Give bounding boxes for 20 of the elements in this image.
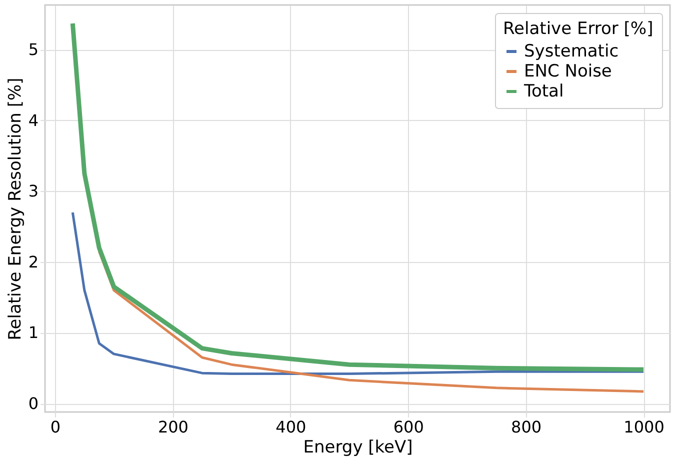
legend-title: Relative Error [%] <box>503 19 654 39</box>
legend-label: Total <box>523 82 564 102</box>
x-tick-label: 800 <box>511 418 542 436</box>
y-axis-title: Relative Energy Resolution [%] <box>5 78 26 340</box>
legend-label: Systematic <box>524 42 619 62</box>
x-tick-label: 400 <box>276 418 306 436</box>
x-tick-label: 0 <box>50 418 61 436</box>
legend-label: ENC Noise <box>524 62 612 82</box>
y-tick-label: 0 <box>28 394 38 414</box>
x-tick-label: 200 <box>158 418 188 436</box>
y-tick-label: 2 <box>28 252 38 272</box>
line-series <box>71 211 645 376</box>
y-tick-label: 3 <box>28 182 38 201</box>
y-tick-label: 4 <box>28 110 38 130</box>
y-tick-label: 5 <box>28 40 38 60</box>
x-axis-title: Energy [keV] <box>303 438 413 458</box>
x-tick-label: 1000 <box>624 418 664 436</box>
line-series <box>98 250 645 393</box>
x-tick-label: 600 <box>393 418 424 436</box>
y-tick-label: 1 <box>28 323 38 342</box>
